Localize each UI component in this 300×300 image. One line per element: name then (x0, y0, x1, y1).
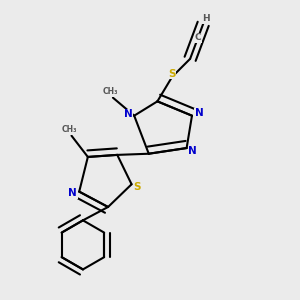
Text: CH₃: CH₃ (103, 87, 118, 96)
Text: S: S (168, 68, 176, 79)
Text: N: N (195, 108, 203, 118)
Text: N: N (124, 109, 133, 119)
Text: N: N (68, 188, 77, 198)
Text: C: C (195, 33, 202, 42)
Text: H: H (202, 14, 210, 23)
Text: CH₃: CH₃ (62, 125, 78, 134)
Text: N: N (188, 146, 197, 156)
Text: S: S (134, 182, 141, 192)
